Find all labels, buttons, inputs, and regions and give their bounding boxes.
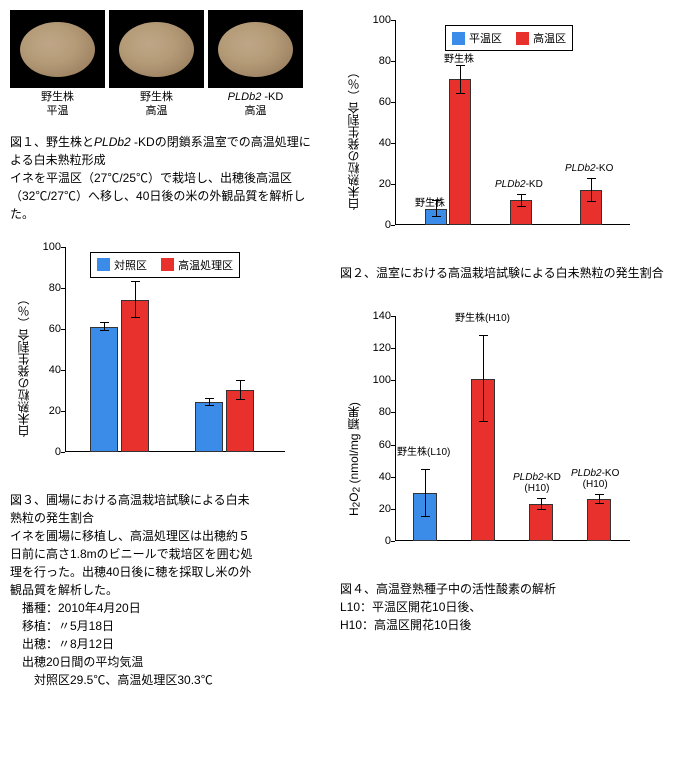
photo2-line1: 野生株 (140, 91, 173, 103)
photo2-line2: 高温 (146, 105, 168, 117)
photo-cell-2: 野生株高温 (109, 10, 204, 119)
seed-photo (10, 10, 105, 88)
photo1-line1: 野生株 (41, 91, 74, 103)
photo3-line1: PLDb2 -KD (228, 91, 284, 103)
fig3-caption: 図３、圃場における高温栽培試験による白未熟粒の発生割合 イネを圃場に移植し、高温… (10, 491, 260, 689)
photo3-line2: 高温 (245, 105, 267, 117)
fig4-caption: 図４、高温登熟種子中の活性酸素の解析 L10：平温区開花10日後、 H10：高温… (340, 580, 670, 634)
fig2-caption: 図２、温室における高温栽培試験による白未熟粒の発生割合 (340, 264, 670, 282)
seed-photo (208, 10, 303, 88)
chart2: 白未熟粒の発生割合（％）020406080100平温区 高温区野生株野生株PLD… (340, 10, 660, 250)
fig1-caption: 図１、野生株とPLDb2 -KDの閉鎖系温室での高温処理による白未熟粒形成 イネ… (10, 133, 320, 223)
chart3: 白未熟粒の発生割合（％）020406080100対照区 高温処理区 (10, 237, 310, 477)
photo1-line2: 平温 (47, 105, 69, 117)
seed-photo (109, 10, 204, 88)
photo-cell-1: 野生株平温 (10, 10, 105, 119)
photo-cell-3: PLDb2 -KD 高温 (208, 10, 303, 119)
chart4: H2O2 (nmol/mg 穎果)020406080100120140野生株(L… (340, 306, 660, 566)
fig1-photo-row: 野生株平温 野生株高温 PLDb2 -KD 高温 (10, 10, 320, 119)
